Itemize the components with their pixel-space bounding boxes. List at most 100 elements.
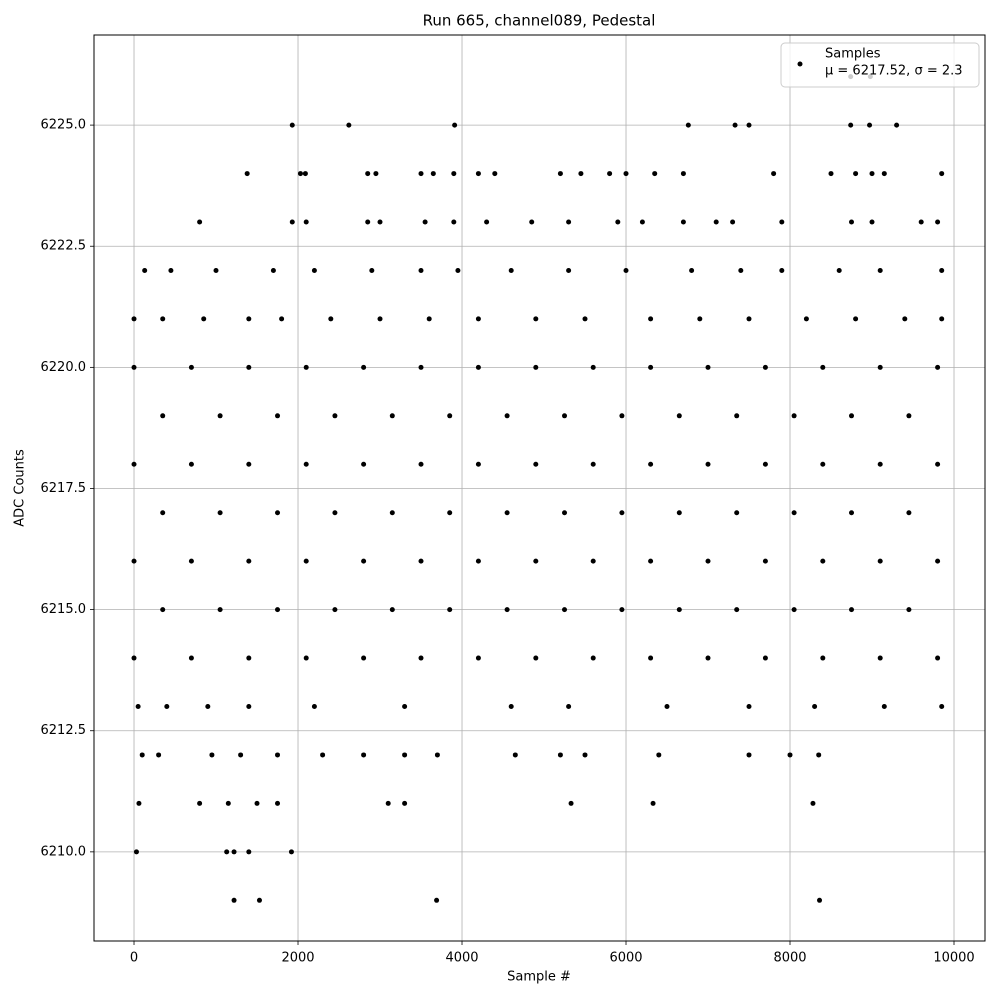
point [160, 607, 166, 613]
point [877, 558, 883, 564]
point [225, 800, 231, 806]
point [935, 558, 941, 564]
point [418, 171, 424, 177]
point [705, 558, 711, 564]
point [590, 655, 596, 661]
point [275, 800, 281, 806]
point [254, 800, 260, 806]
point [803, 316, 809, 322]
point [867, 122, 873, 128]
point [402, 704, 408, 710]
point [361, 752, 367, 758]
point [676, 413, 682, 419]
point [732, 122, 738, 128]
point [303, 655, 309, 661]
point [238, 752, 244, 758]
point [939, 704, 945, 710]
point [906, 510, 912, 516]
point [705, 461, 711, 467]
point [816, 752, 822, 758]
point [734, 510, 740, 516]
point [557, 752, 563, 758]
x-tick-label: 6000 [609, 951, 642, 966]
x-tick-label: 4000 [445, 951, 478, 966]
point [877, 364, 883, 370]
point [730, 219, 736, 225]
point [246, 316, 252, 322]
point [160, 316, 166, 322]
point [139, 752, 145, 758]
point [894, 122, 900, 128]
point [906, 413, 912, 419]
point [648, 364, 654, 370]
point [557, 171, 563, 177]
y-tick-label: 6215.0 [41, 602, 87, 617]
point [849, 219, 855, 225]
point [246, 655, 252, 661]
point [582, 316, 588, 322]
point [820, 364, 826, 370]
point [451, 171, 457, 177]
point [849, 413, 855, 419]
point [475, 316, 481, 322]
point [791, 413, 797, 419]
point [939, 267, 945, 273]
point [619, 607, 625, 613]
y-tick-label: 6217.5 [41, 481, 87, 496]
point [578, 171, 584, 177]
point [639, 219, 645, 225]
y-tick-label: 6222.5 [41, 239, 87, 254]
point [418, 558, 424, 564]
point [562, 607, 568, 613]
y-axis-label: ADC Counts [13, 449, 28, 527]
point [529, 219, 535, 225]
point [590, 461, 596, 467]
point [422, 219, 428, 225]
point [142, 267, 148, 273]
point [713, 219, 719, 225]
point [244, 171, 250, 177]
point [418, 267, 424, 273]
point [156, 752, 162, 758]
point [746, 752, 752, 758]
point [734, 607, 740, 613]
point [619, 510, 625, 516]
point [131, 461, 137, 467]
point [217, 607, 223, 613]
point [447, 607, 453, 613]
point [209, 752, 215, 758]
point [430, 171, 436, 177]
point [533, 364, 539, 370]
point [619, 413, 625, 419]
x-tick-label: 8000 [773, 951, 806, 966]
y-tick-label: 6225.0 [41, 118, 87, 133]
point [217, 510, 223, 516]
point [418, 655, 424, 661]
point [590, 364, 596, 370]
point [590, 558, 596, 564]
point [939, 316, 945, 322]
point [303, 219, 309, 225]
point [582, 752, 588, 758]
point [881, 171, 887, 177]
point [205, 704, 211, 710]
point [648, 316, 654, 322]
point [906, 607, 912, 613]
point [533, 655, 539, 661]
point [311, 704, 317, 710]
point [131, 316, 137, 322]
y-tick-label: 6210.0 [41, 844, 87, 859]
point [877, 461, 883, 467]
point [188, 655, 194, 661]
point [791, 607, 797, 613]
point [131, 558, 137, 564]
point [434, 897, 440, 903]
point [508, 267, 514, 273]
point [275, 413, 281, 419]
point [311, 267, 317, 273]
point [734, 413, 740, 419]
point [289, 122, 295, 128]
point [201, 316, 207, 322]
